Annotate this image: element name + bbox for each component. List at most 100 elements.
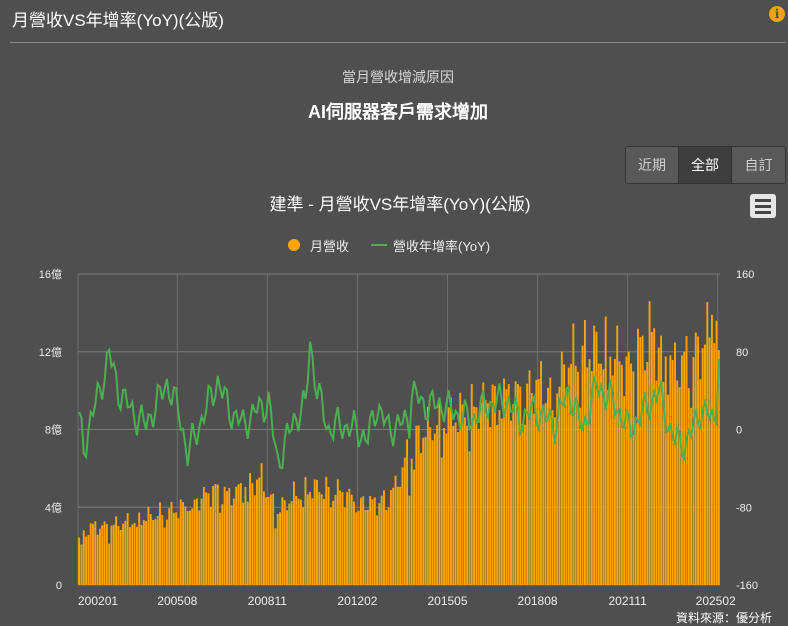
range-tab-recent[interactable]: 近期 xyxy=(626,147,679,183)
revenue-bar xyxy=(105,524,108,585)
revenue-bar xyxy=(364,510,367,585)
revenue-bar xyxy=(306,494,309,585)
revenue-bar xyxy=(620,364,623,585)
revenue-bar xyxy=(98,528,101,585)
revenue-bar xyxy=(533,413,536,585)
hamburger-menu-icon[interactable] xyxy=(750,194,776,218)
revenue-bar xyxy=(655,380,658,585)
revenue-bar xyxy=(311,498,314,585)
revenue-bar xyxy=(94,521,97,585)
revenue-bar xyxy=(426,406,429,585)
revenue-bar xyxy=(92,523,94,585)
revenue-bar xyxy=(563,364,566,585)
revenue-bar xyxy=(581,345,584,585)
revenue-bar xyxy=(348,488,351,585)
revenue-bar xyxy=(80,544,83,585)
revenue-bar xyxy=(459,392,462,585)
revenue-bar xyxy=(470,384,473,585)
revenue-bar xyxy=(526,383,529,585)
revenue-bar xyxy=(163,527,166,585)
revenue-bar xyxy=(325,476,328,585)
revenue-bar xyxy=(214,484,217,585)
revenue-bar xyxy=(286,510,288,585)
revenue-bar xyxy=(135,526,138,585)
legend-item-revenue[interactable]: 月營收 xyxy=(288,236,349,255)
right-axis-tick-label: 160 xyxy=(736,269,754,281)
revenue-bar xyxy=(706,302,709,585)
revenue-bar xyxy=(413,469,415,585)
revenue-bar xyxy=(500,418,503,585)
revenue-bar xyxy=(671,360,674,585)
chart-title: 建準 - 月營收VS年增率(YoY)(公版) xyxy=(269,195,531,214)
revenue-bar xyxy=(170,501,173,585)
revenue-bar xyxy=(339,490,342,585)
revenue-bar xyxy=(353,501,355,585)
revenue-bar xyxy=(346,492,348,585)
revenue-bar xyxy=(129,527,131,585)
revenue-bar xyxy=(433,433,436,585)
revenue-bar xyxy=(627,351,630,585)
revenue-bar xyxy=(110,525,113,585)
x-axis-tick-label: 201808 xyxy=(518,594,558,608)
revenue-bar xyxy=(699,379,702,585)
revenue-bar xyxy=(410,458,413,585)
revenue-bar xyxy=(528,370,531,585)
range-tab-all[interactable]: 全部 xyxy=(679,147,732,183)
revenue-bar xyxy=(332,500,335,585)
revenue-bar xyxy=(486,403,489,585)
revenue-bar xyxy=(276,513,279,585)
revenue-bar xyxy=(466,425,469,585)
revenue-bar xyxy=(637,328,639,585)
revenue-bar xyxy=(401,467,404,585)
revenue-bar xyxy=(350,494,353,585)
revenue-bar xyxy=(200,498,203,585)
revenue-bar xyxy=(392,487,395,585)
revenue-bar xyxy=(537,379,540,585)
revenue-bar xyxy=(447,407,450,585)
revenue-bar xyxy=(535,379,538,585)
revenue-bar xyxy=(219,512,221,585)
revenue-bar xyxy=(126,512,129,585)
revenue-bar xyxy=(297,498,300,585)
revenue-reason-label: 當月營收增減原因 xyxy=(342,69,454,85)
revenue-bar xyxy=(78,537,81,585)
info-icon[interactable]: i xyxy=(769,6,785,22)
range-tab-custom[interactable]: 自訂 xyxy=(732,147,785,183)
revenue-bar xyxy=(674,342,676,585)
revenue-bar xyxy=(309,492,312,585)
revenue-bar xyxy=(595,331,598,585)
revenue-bar xyxy=(634,422,637,585)
revenue-bar xyxy=(443,427,445,585)
revenue-bar xyxy=(551,410,554,585)
data-source-note: 資料來源：優分析 xyxy=(676,611,773,625)
revenue-bar xyxy=(394,475,397,585)
revenue-bar xyxy=(690,407,693,585)
left-axis-tick-label: 16億 xyxy=(39,268,62,281)
x-axis-tick-label: 202111 xyxy=(608,594,647,608)
revenue-bar xyxy=(186,511,189,585)
page-title: 月營收VS年增率(YoY)(公版) xyxy=(12,11,224,30)
revenue-bar xyxy=(320,494,323,585)
revenue-bar xyxy=(648,301,651,585)
right-axis-tick-label: -80 xyxy=(736,502,752,514)
x-axis-tick-label: 201202 xyxy=(337,594,377,608)
left-axis-tick-label: 8億 xyxy=(45,424,62,437)
revenue-bar xyxy=(249,472,251,585)
revenue-bar xyxy=(329,507,332,585)
revenue-bar xyxy=(235,486,238,585)
revenue-bar xyxy=(147,506,150,585)
revenue-bar xyxy=(230,505,233,585)
legend-item-yoy[interactable]: 營收年增率(YoY) xyxy=(371,236,490,255)
revenue-bar xyxy=(251,483,254,585)
revenue-bar xyxy=(399,486,402,585)
revenue-bar xyxy=(452,425,455,585)
revenue-bar xyxy=(281,497,284,585)
revenue-bar xyxy=(103,521,106,585)
revenue-bar xyxy=(692,357,695,585)
revenue-bar xyxy=(145,520,148,585)
revenue-bar xyxy=(362,496,365,585)
revenue-bar xyxy=(253,495,256,585)
revenue-bar xyxy=(168,508,171,585)
revenue-bar xyxy=(101,525,104,585)
range-tabs: 近期 全部 自訂 xyxy=(625,146,786,184)
